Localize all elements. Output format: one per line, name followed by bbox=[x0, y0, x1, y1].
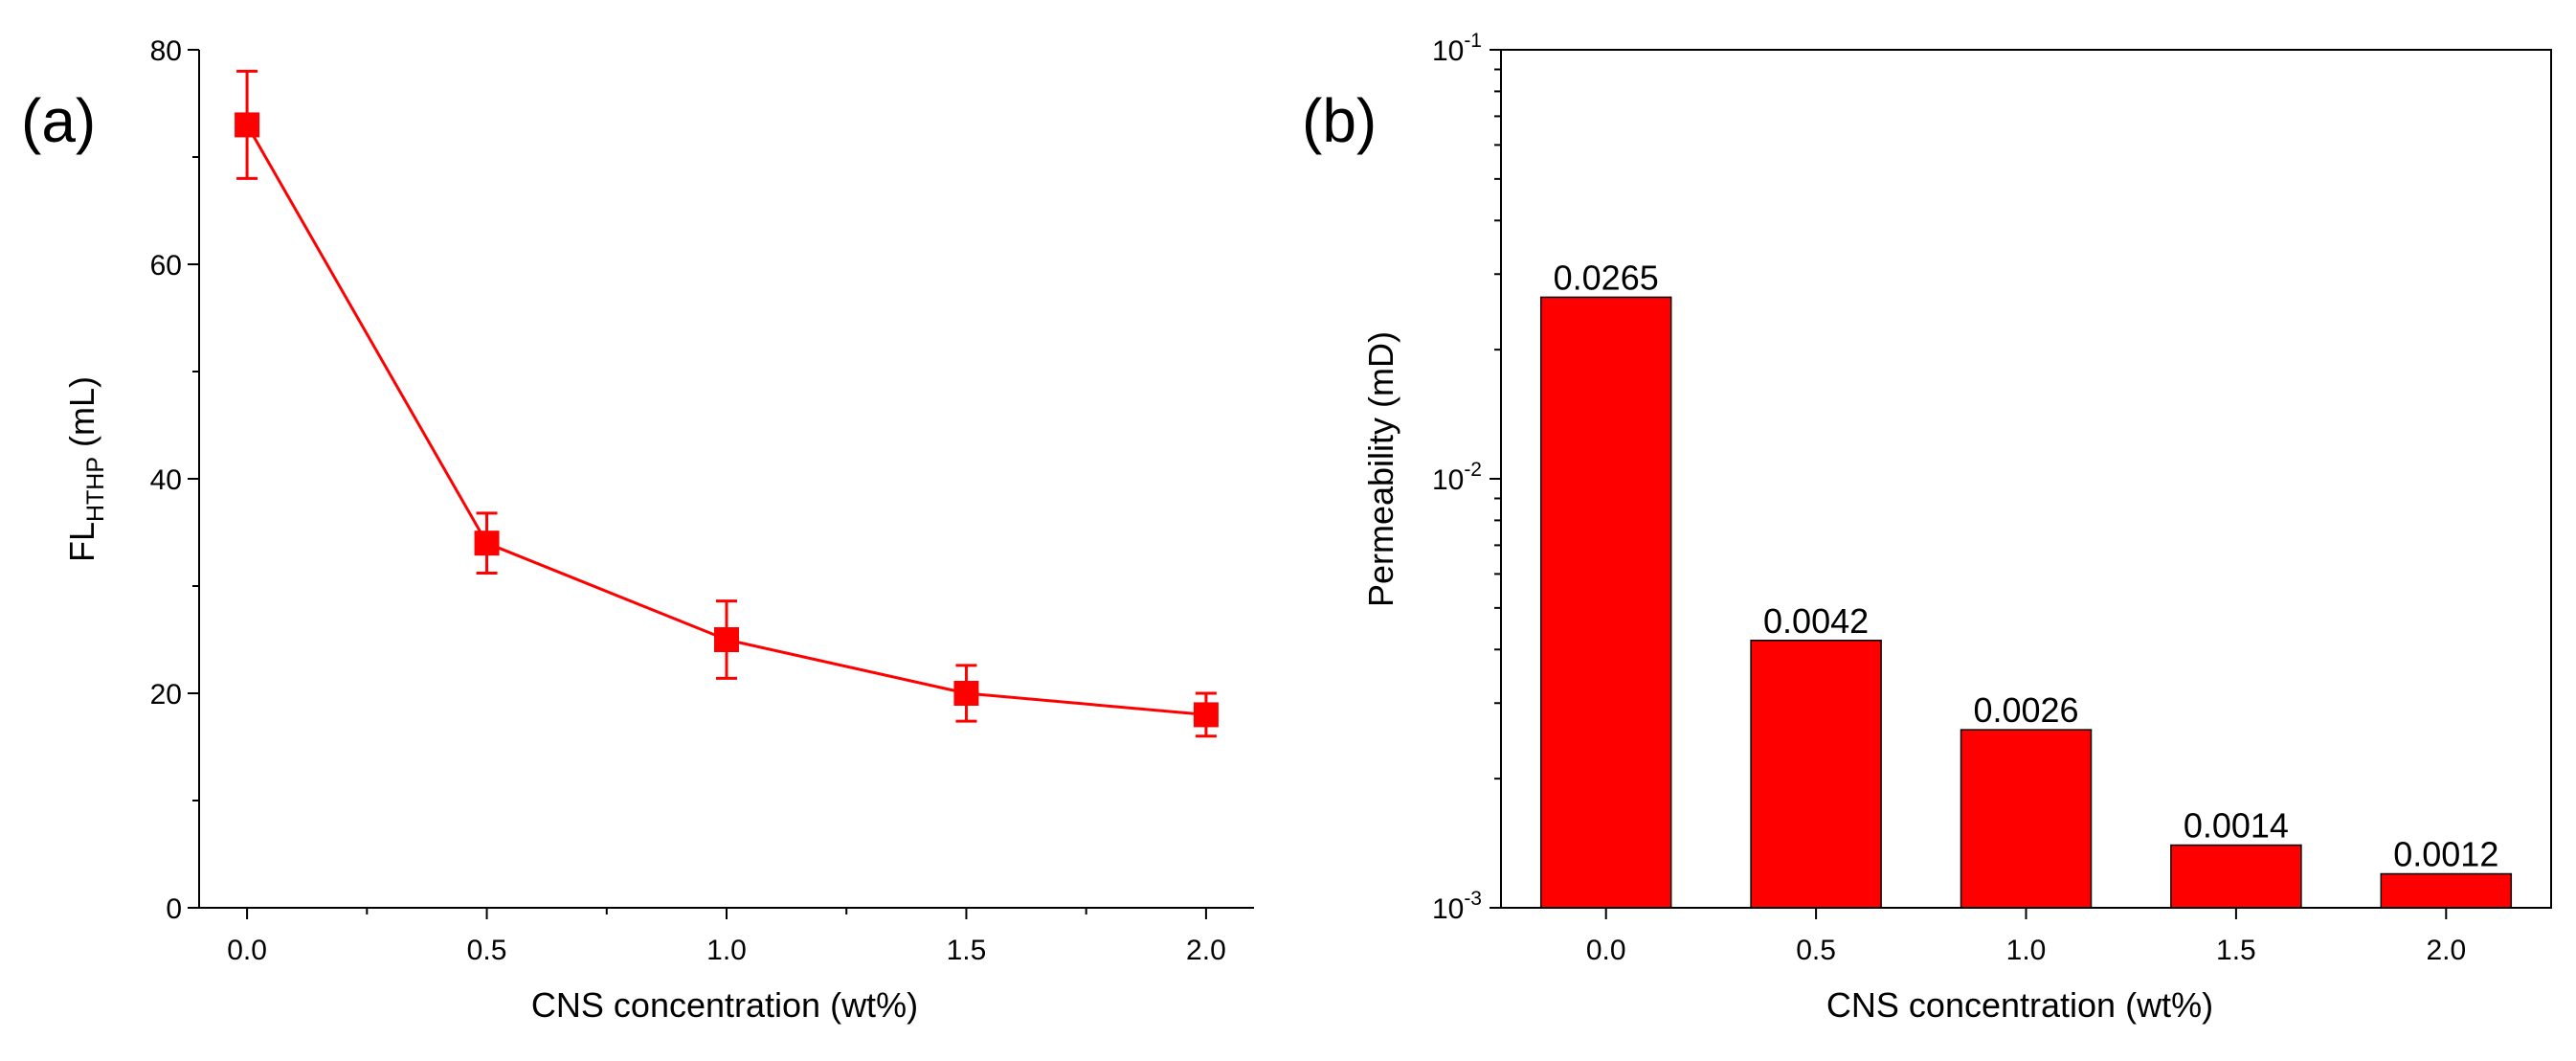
panel-b-y-tick-label: 10-2 bbox=[1432, 459, 1482, 496]
panel-b-x-tick-label: 1.5 bbox=[2216, 935, 2256, 966]
panel-b-y-tick-exponent: -2 bbox=[1464, 459, 1482, 481]
panel-b-label: (b) bbox=[1302, 86, 1377, 155]
panel-a-data-point bbox=[474, 530, 500, 556]
panel-a-x-axis-title: CNS concentration (wt%) bbox=[531, 985, 918, 1025]
panel-b-data-label: 0.0014 bbox=[2184, 806, 2289, 846]
panel-a-ticks: 0 20 40 60 80 0.0 0.5 1.0 1.5 2.0 bbox=[150, 35, 1226, 966]
panel-b-bar-chart: (b) 0.0 0.5 1.0 1.5 2.010-310-210-1 0.02650.… bbox=[1302, 30, 2552, 1025]
panel-a-label: (a) bbox=[21, 86, 96, 155]
panel-b-y-tick-label: 10-1 bbox=[1432, 30, 1482, 67]
panel-b-y-tick-base: 10 bbox=[1432, 893, 1464, 925]
panel-b-y-axis-title: Permeability (mD) bbox=[1361, 331, 1400, 607]
panel-b-y-tick-base: 10 bbox=[1432, 464, 1464, 496]
panel-b-y-tick-exponent: -1 bbox=[1464, 30, 1482, 52]
panel-a-x-tick-label: 0.0 bbox=[227, 935, 267, 966]
panel-b-data-label: 0.0012 bbox=[2393, 835, 2498, 874]
panel-a-x-tick-label: 2.0 bbox=[1186, 935, 1226, 966]
panel-a-y-axis-title: FLHTHP (mL) bbox=[62, 376, 109, 562]
panel-a-y-axis-title-sub: HTHP bbox=[82, 457, 109, 522]
panel-b-bar bbox=[2380, 872, 2513, 909]
panel-b-x-tick-label: 1.0 bbox=[2006, 935, 2047, 966]
panel-a-data-point bbox=[714, 627, 739, 652]
panel-b-data-label: 0.0265 bbox=[1554, 258, 1659, 297]
panel-a-frame bbox=[198, 50, 1254, 909]
panel-b-x-axis-title: CNS concentration (wt%) bbox=[1826, 985, 2213, 1025]
panel-a-y-tick-label: 60 bbox=[150, 250, 182, 282]
panel-b-y-tick-base: 10 bbox=[1432, 35, 1464, 67]
panel-b-data-label: 0.0042 bbox=[1763, 601, 1869, 641]
panel-b-x-tick-label: 0.5 bbox=[1796, 935, 1836, 966]
panel-a-x-tick-label: 1.5 bbox=[947, 935, 987, 966]
panel-b-ticks: 0.0 0.5 1.0 1.5 2.010-310-210-1 bbox=[1432, 30, 2466, 966]
panel-a-y-axis-title-main: FL bbox=[62, 522, 101, 562]
panel-a-x-tick-label: 0.5 bbox=[467, 935, 507, 966]
panel-a-data-point bbox=[1193, 702, 1219, 728]
panel-b-data-labels: 0.0265 0.0042 0.0026 0.0014 0.0012 bbox=[1554, 258, 2499, 873]
panel-a-y-tick-label: 40 bbox=[150, 464, 182, 496]
panel-b-y-tick-exponent: -3 bbox=[1464, 888, 1482, 910]
panel-a-data-point bbox=[235, 112, 260, 138]
panel-b-bar bbox=[1539, 296, 1672, 909]
panel-a-y-axis-title-unit: (mL) bbox=[62, 376, 101, 457]
panel-a-series bbox=[235, 69, 1219, 738]
panel-b-x-tick-label: 2.0 bbox=[2426, 935, 2466, 966]
panel-a-line-chart: (a) 0 20 40 60 80 0.0 0.5 1.0 1.5 2.0 CNS concent… bbox=[21, 35, 1254, 1025]
panel-b-y-tick-label: 10-3 bbox=[1432, 888, 1482, 925]
panel-b-bar bbox=[2170, 844, 2302, 909]
panel-a-y-tick-label: 0 bbox=[166, 893, 182, 925]
panel-a-data-point bbox=[953, 681, 979, 706]
panel-b-data-label: 0.0026 bbox=[1973, 690, 2078, 730]
panel-b-x-tick-label: 0.0 bbox=[1586, 935, 1626, 966]
panel-a-x-tick-label: 1.0 bbox=[706, 935, 747, 966]
panel-b-bar bbox=[1960, 729, 2093, 909]
panel-a-y-tick-label: 20 bbox=[150, 679, 182, 711]
panel-b-bars bbox=[1539, 296, 2513, 909]
panel-b-bar bbox=[1750, 640, 1882, 909]
panel-a-y-tick-label: 80 bbox=[150, 35, 182, 67]
